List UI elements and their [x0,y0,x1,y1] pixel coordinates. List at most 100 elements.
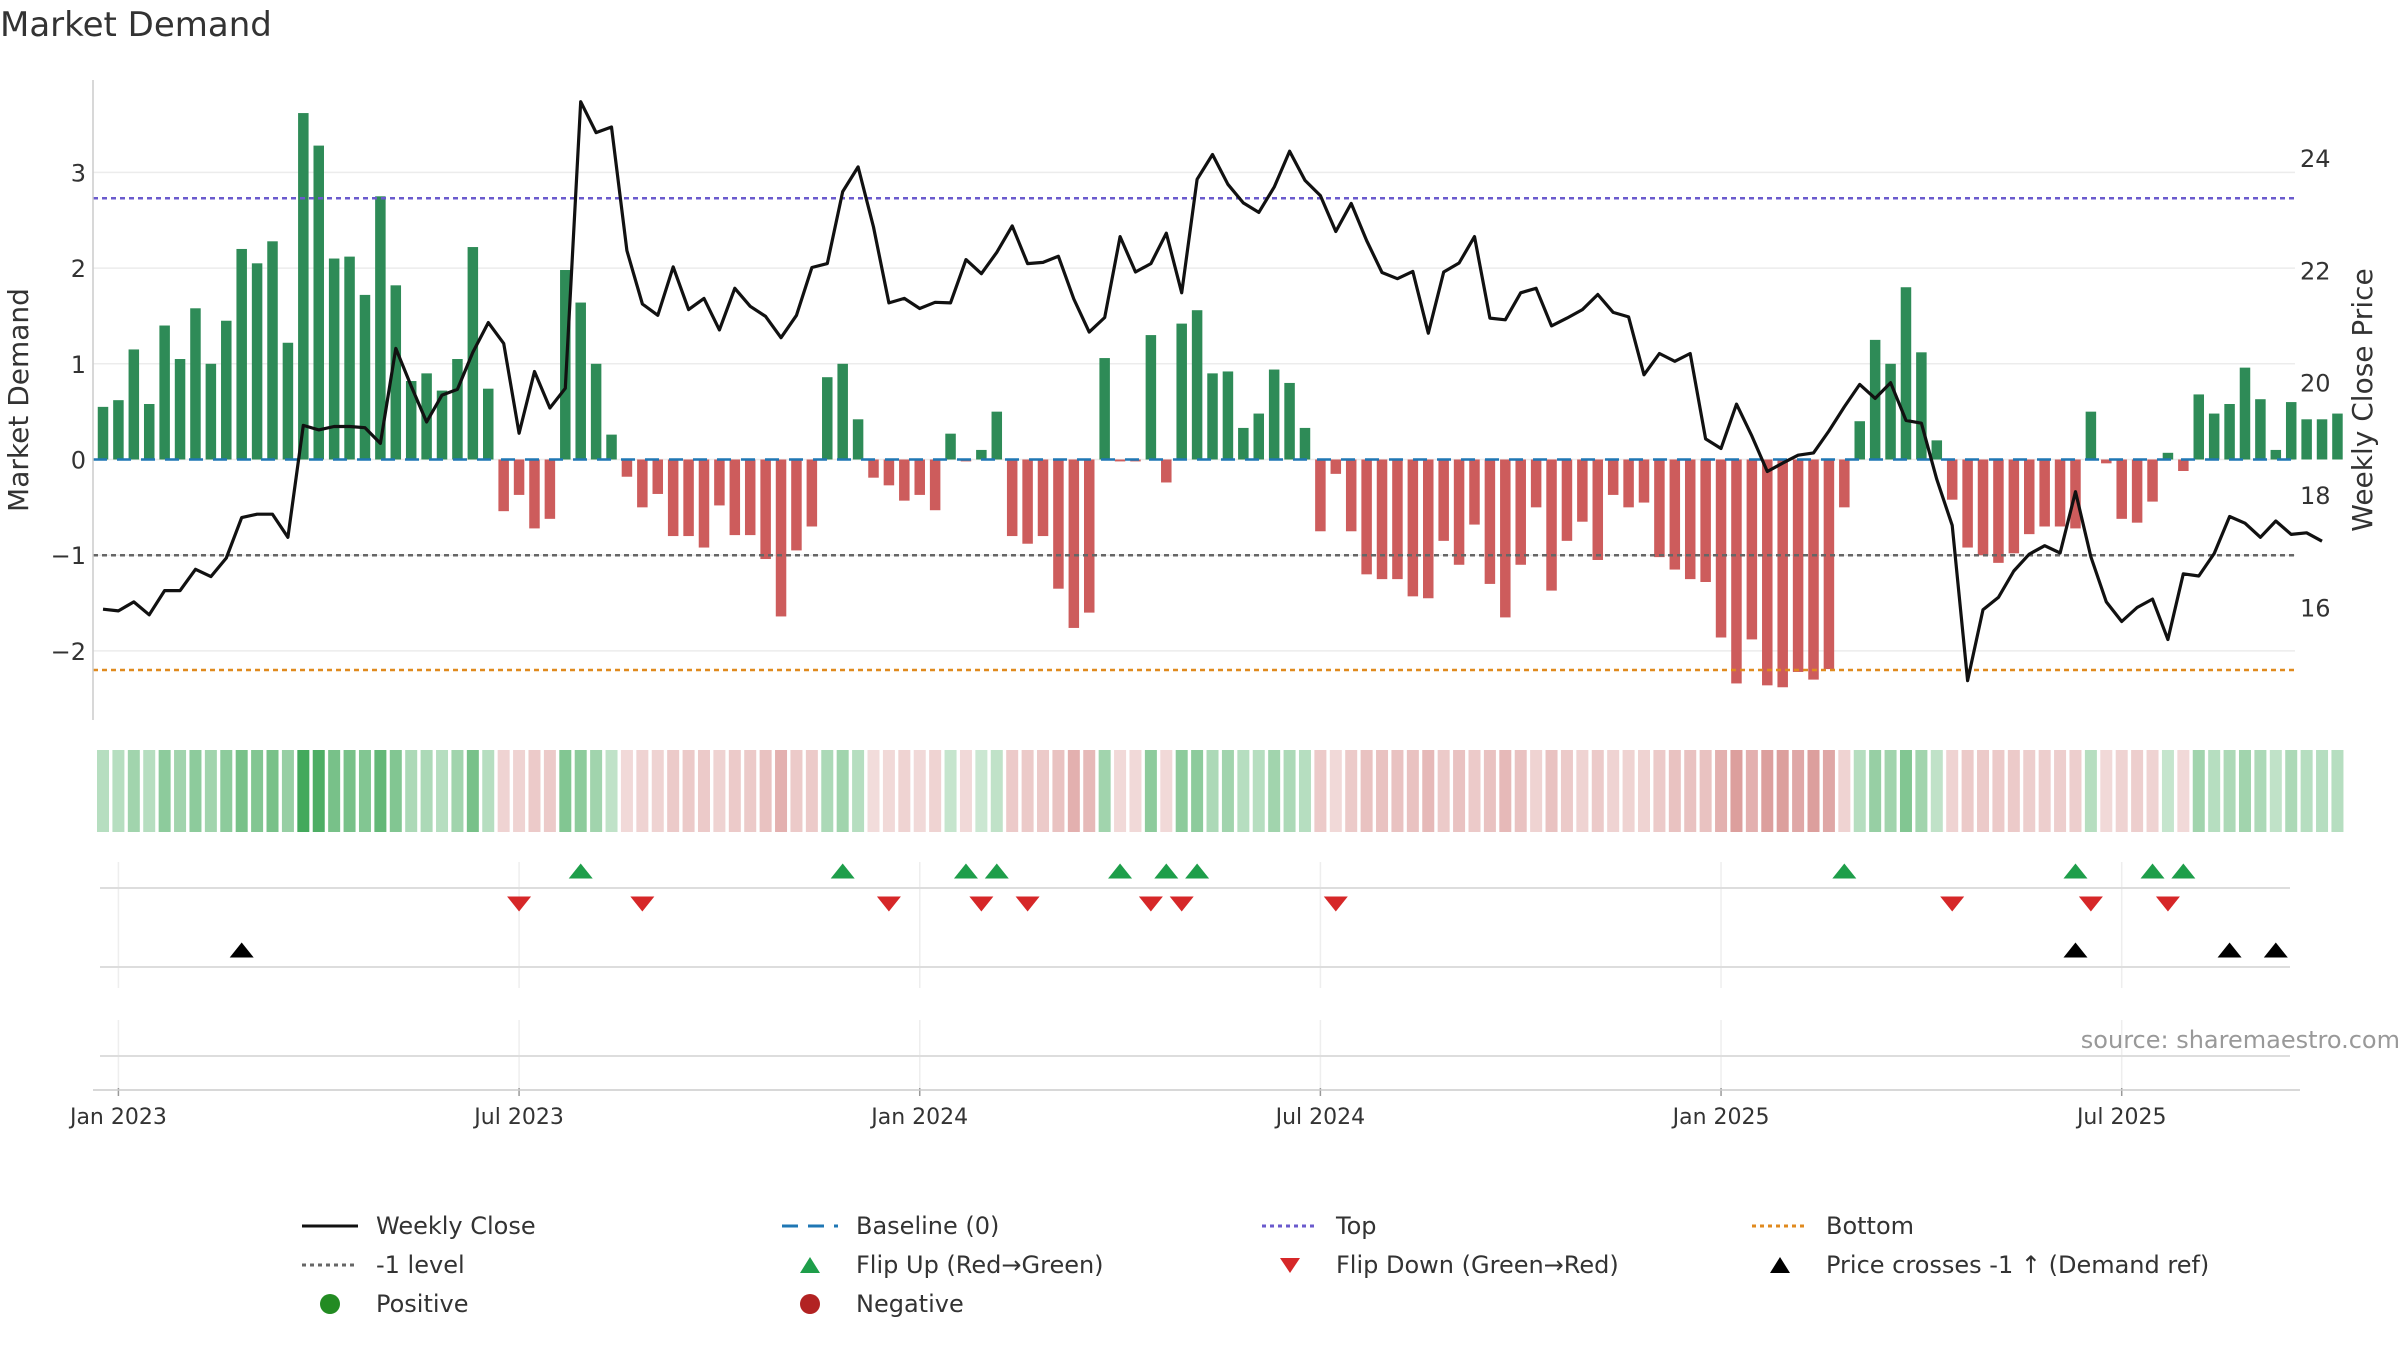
demand-bar-positive [2239,367,2251,460]
strip-cell [1206,750,1219,832]
strip-cell [112,750,125,832]
strip-cell [466,750,479,832]
y2-tick-label: 18 [2300,482,2331,510]
strip-cell [127,750,140,832]
legend-line-dotted-icon [1752,1224,1808,1228]
strip-cell [1946,750,1959,832]
demand-bar-negative [1792,459,1804,672]
y-tick-label: −2 [51,638,86,666]
strip-cell [2238,750,2251,832]
demand-bar-negative [1392,459,1403,580]
demand-bar-negative [683,459,694,537]
strip-cell [1298,750,1311,832]
demand-bar-positive [267,241,278,460]
demand-bar-positive [2224,403,2235,460]
strip-cell [97,750,109,832]
strip-cell [343,750,356,832]
legend-line-dotted-icon [1262,1224,1318,1228]
demand-bar-negative [1161,459,1172,483]
demand-bar-positive [2285,402,2297,460]
demand-bar-negative [929,459,941,511]
flip-up-marker [1185,863,1210,879]
legend-cross: Price crosses -1 ↑ (Demand ref) [1750,1251,2209,1279]
demand-bar-positive [251,263,263,460]
grid-layer [93,171,2295,1090]
demand-bar-positive [1299,427,1311,460]
demand-bar-positive [205,363,217,460]
strip-cell [281,750,294,832]
strip-cell [312,750,325,832]
y-axis-label: Market Demand [2,288,35,512]
demand-bar-positive [1238,427,1249,460]
demand-bar-positive [390,285,402,460]
demand-bar-negative [914,459,925,495]
y2-tick-label: 24 [2300,145,2331,173]
y-tick-label: 2 [71,255,86,283]
strip-cell [204,750,217,832]
strip-cell [436,750,449,832]
strip-cell [959,750,972,832]
circle-icon [320,1294,340,1314]
strip-cell [2285,750,2298,832]
demand-bar-positive [1900,287,1912,460]
demand-bar-positive [405,381,417,460]
demand-bar-negative [1407,459,1419,597]
demand-bar-negative [621,459,633,477]
demand-bar-negative [698,459,710,548]
demand-bar-negative [498,459,509,512]
chart-legend: Weekly Close Baseline (0) Top Bottom -1 … [300,1212,2209,1332]
flip-down-marker [1940,896,1965,912]
demand-bar-negative [1083,459,1095,613]
strip-cell [1576,750,1589,832]
strip-cell [174,750,187,832]
strip-cell [1930,750,1943,832]
demand-bar-positive [375,196,386,460]
demand-bar-positive [359,294,371,460]
strip-cell [158,750,171,832]
strip-cell [1668,750,1681,832]
legend-label: Negative [856,1290,964,1318]
strip-cell [1052,750,1065,832]
strip-cell [1730,750,1743,832]
strip-cell [867,750,880,832]
strip-cell [2131,750,2144,832]
strip-cell [1514,750,1527,832]
flip-down-marker [630,896,655,912]
strip-cell [2269,750,2282,832]
strip-cell [1453,750,1466,832]
strip-cell [1807,750,1820,832]
strip-cell [1283,750,1296,832]
strip-cell [1114,750,1127,832]
demand-bar-negative [1546,459,1557,591]
strip-cell [1021,750,1034,832]
demand-bar-positive [2085,411,2097,460]
demand-bar-positive [328,258,340,460]
demand-bar-negative [1376,459,1388,580]
strip-cell [1329,750,1342,832]
demand-bar-negative [1715,459,1727,638]
demand-bar-negative [2008,459,2020,554]
demand-bar-negative [1561,459,1573,541]
legend-label: Top [1336,1212,1377,1240]
demand-bar-negative [775,459,787,617]
demand-bar-negative [529,459,540,529]
strip-cell [420,750,433,832]
axes-layer: 3 2 1 0 −1 −2 24 22 20 18 16 Jan 2023 Jul 2023 Jan 20… [51,80,2331,1130]
demand-bar-positive [236,248,247,460]
strip-cell [1792,750,1805,832]
legend-label: -1 level [376,1251,465,1279]
demand-bar-positive [2332,413,2343,460]
strip-cell [651,750,664,832]
demand-heat-strip [97,750,2344,832]
demand-bar-positive [1145,335,1157,460]
demand-bar-positive [2208,413,2220,460]
strip-cell [929,750,942,832]
demand-bar-negative [1777,459,1788,688]
strip-cell [2161,750,2174,832]
demand-bar-positive [1176,323,1187,460]
legend-positive: Positive [300,1290,469,1318]
demand-bar-positive [1916,352,1927,460]
strip-cell [1838,750,1851,832]
demand-bar-positive [945,433,956,460]
y-tick-label: 1 [71,351,86,379]
